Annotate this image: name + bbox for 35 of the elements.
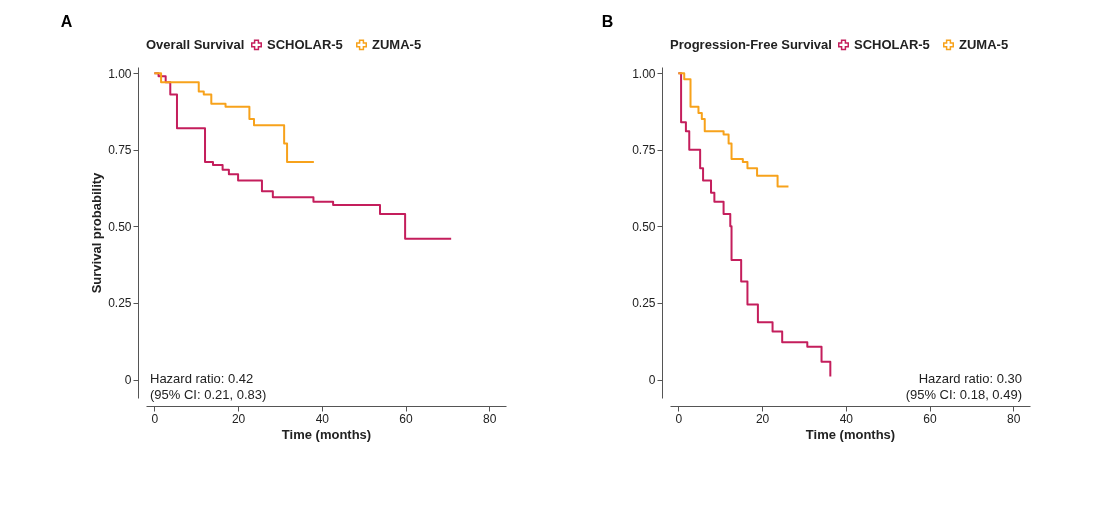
x-tick-label: 40 xyxy=(839,411,854,426)
annotation: (95% CI: 0.21, 0.83) xyxy=(150,387,267,402)
x-tick-label: 60 xyxy=(399,411,414,426)
legend-label: SCHOLAR-5 xyxy=(854,36,930,52)
y-tick-label: 1.00 xyxy=(108,66,132,81)
x-axis-title: Time (months) xyxy=(281,426,372,442)
annotation: Hazard ratio: 0.30 xyxy=(918,371,1022,386)
y-tick-label: 1.00 xyxy=(632,66,656,81)
y-tick-label: 0.50 xyxy=(108,219,132,234)
y-tick-label: 0.75 xyxy=(108,143,132,158)
x-tick-label: 80 xyxy=(1007,411,1021,426)
y-tick-label: 0.25 xyxy=(632,296,656,311)
x-tick-label: 0 xyxy=(151,411,159,426)
x-tick-label: 20 xyxy=(755,411,770,426)
legend-title: Overall Survival xyxy=(146,37,245,52)
x-axis-title: Time (months) xyxy=(805,426,896,442)
x-tick-label: 60 xyxy=(923,411,938,426)
legend-label: ZUMA-5 xyxy=(959,36,1009,52)
y-tick-label: 0 xyxy=(124,373,132,388)
y-tick-label: 0.50 xyxy=(632,219,656,234)
y-axis-title: Survival probability xyxy=(89,171,105,294)
x-tick-label: 0 xyxy=(675,411,683,426)
legend-title: Progression-Free Survival xyxy=(670,37,832,52)
annotation: (95% CI: 0.18, 0.49) xyxy=(905,387,1022,402)
y-tick-label: 0.25 xyxy=(108,296,132,311)
legend-label: ZUMA-5 xyxy=(372,36,422,52)
legend-label: SCHOLAR-5 xyxy=(267,36,343,52)
chart-title: B xyxy=(601,13,614,30)
annotation: Hazard ratio: 0.42 xyxy=(150,371,254,386)
y-tick-label: 0 xyxy=(648,373,656,388)
y-tick-label: 0.75 xyxy=(632,143,656,158)
chart-title: A xyxy=(60,13,73,30)
x-tick-label: 80 xyxy=(483,411,497,426)
x-tick-label: 40 xyxy=(315,411,330,426)
x-tick-label: 20 xyxy=(231,411,246,426)
